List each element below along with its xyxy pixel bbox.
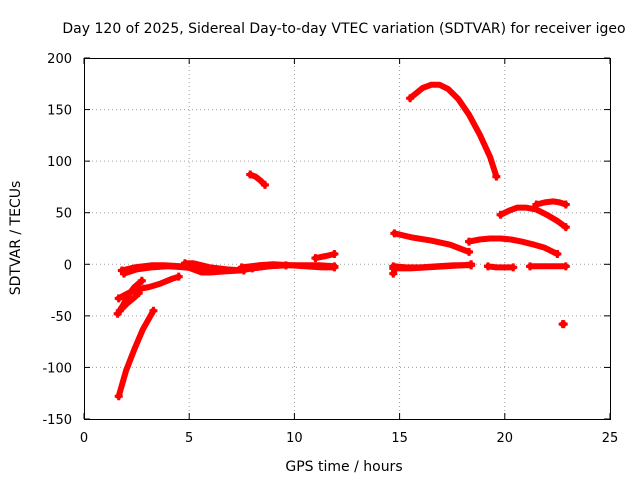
data-segment-2 xyxy=(115,273,182,302)
y-tick-label: 0 xyxy=(64,258,72,273)
chart-title: Day 120 of 2025, Sidereal Day-to-day VTE… xyxy=(62,21,625,37)
x-tick-label: 5 xyxy=(185,431,193,446)
data-point-21-start xyxy=(526,262,535,271)
data-point-1-end xyxy=(137,276,146,285)
data-segment-9 xyxy=(249,262,289,272)
x-tick-label: 10 xyxy=(286,431,303,446)
y-tick-label: 50 xyxy=(55,207,72,222)
data-point-11-end xyxy=(260,180,269,189)
data-series xyxy=(113,81,570,401)
grid xyxy=(84,58,610,419)
data-segment-17 xyxy=(466,235,561,257)
data-segment-3 xyxy=(116,290,142,314)
x-tick-label: 25 xyxy=(602,431,619,446)
data-segment-0 xyxy=(115,307,157,400)
y-tick-label: 200 xyxy=(47,52,72,67)
y-tick-label: 150 xyxy=(47,104,72,119)
data-point-3-start xyxy=(115,306,124,315)
plot-frame xyxy=(84,58,611,420)
data-point-2-start xyxy=(114,294,123,303)
data-point-10-start xyxy=(311,254,320,263)
data-segment-7 xyxy=(182,260,247,274)
data-point-20-end xyxy=(561,200,570,209)
data-point-9-start xyxy=(248,264,257,273)
data-segment-14 xyxy=(390,261,475,272)
data-segment-20 xyxy=(533,198,569,208)
data-point-21-end xyxy=(561,262,570,271)
x-tick-label: 0 xyxy=(80,431,88,446)
data-segment-18 xyxy=(485,263,517,271)
data-point-5-start xyxy=(119,269,128,278)
data-point-3-end xyxy=(134,289,143,298)
data-point-0-end xyxy=(149,306,158,315)
x-tick-label: 15 xyxy=(391,431,408,446)
y-tick-label: -150 xyxy=(42,413,72,428)
data-point-16-start xyxy=(406,94,415,103)
x-axis-label: GPS time / hours xyxy=(285,459,402,475)
data-point-8-end xyxy=(330,263,339,272)
y-tick-label: 100 xyxy=(47,155,72,170)
data-point-2-end xyxy=(174,272,183,281)
data-point-19-end xyxy=(561,223,570,232)
axis-ticks: 0 5 10 15 20 25 -150 -100 -50 0 50 100 150 200 xyxy=(42,52,618,446)
data-point-15-start xyxy=(390,229,399,238)
data-point-15-end xyxy=(465,247,474,256)
data-segment-15 xyxy=(391,230,472,255)
data-point-18-end xyxy=(509,263,518,272)
data-point-20-start xyxy=(532,200,541,209)
data-point-7-start xyxy=(180,259,189,268)
data-point-11-start xyxy=(246,170,255,179)
data-point-9-end xyxy=(281,261,290,270)
data-point-0-start xyxy=(114,392,123,401)
data-point-17-start xyxy=(465,237,474,246)
data-point-16-end xyxy=(492,172,501,181)
data-point-14-end xyxy=(467,260,476,269)
x-tick-label: 20 xyxy=(497,431,514,446)
data-point-10-end xyxy=(330,249,339,258)
data-segment-19 xyxy=(497,204,569,231)
data-point-8-start xyxy=(237,263,246,272)
data-point-19-start xyxy=(496,210,505,219)
data-point-22-end xyxy=(559,320,568,329)
data-point-17-end xyxy=(553,249,562,258)
data-point-18-start xyxy=(483,262,492,271)
y-tick-label: -50 xyxy=(51,310,72,325)
y-tick-label: -100 xyxy=(42,361,72,376)
data-point-14-start xyxy=(389,264,398,273)
data-segment-16 xyxy=(407,81,500,180)
y-axis-label: SDTVAR / TECUs xyxy=(8,181,24,296)
data-segment-11 xyxy=(247,171,268,188)
